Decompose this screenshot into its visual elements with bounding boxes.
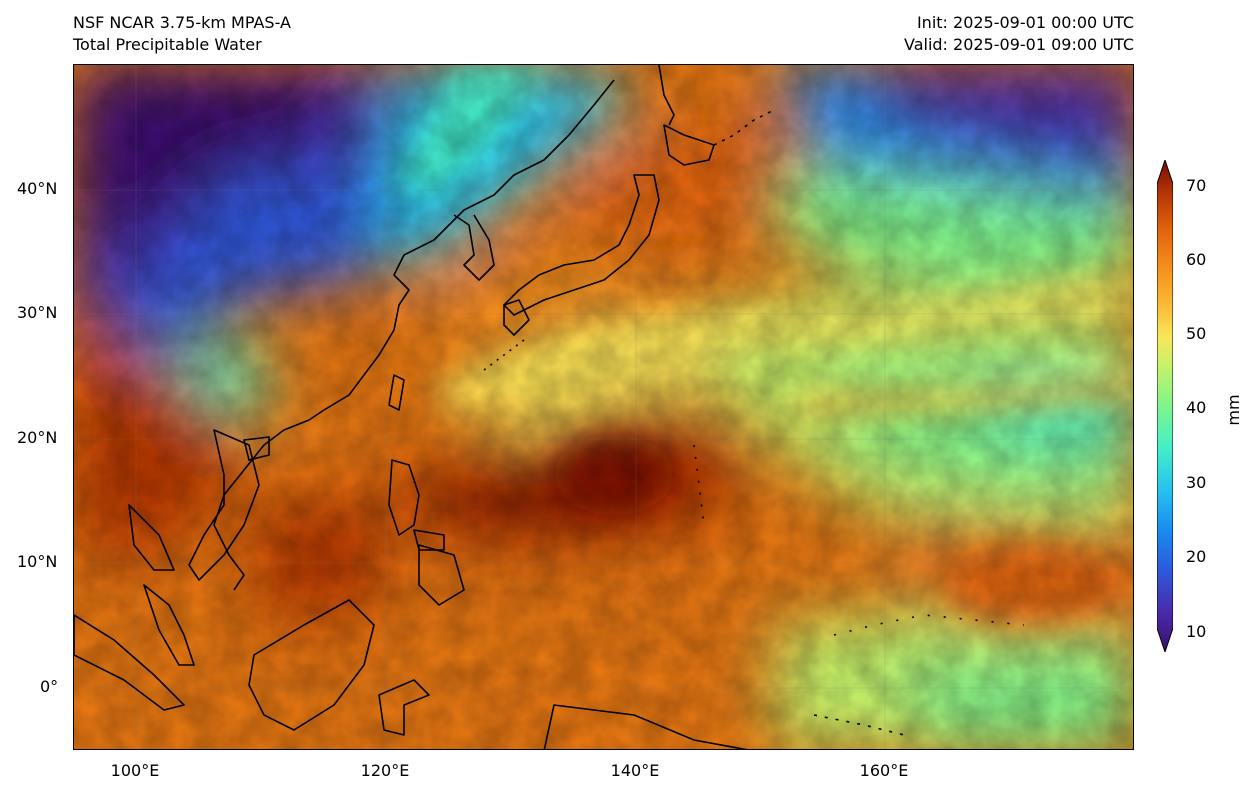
tpw-map: [73, 64, 1134, 750]
cbar-tick-60: 60: [1186, 250, 1207, 269]
coast-solomons: [813, 714, 905, 736]
coast-marianas: [693, 444, 705, 526]
colorbar: [1157, 160, 1173, 652]
cbar-tick-50: 50: [1186, 324, 1207, 343]
coast-korea: [453, 214, 495, 281]
coast-hokkaido: [663, 124, 715, 166]
coast-kyushu: [503, 299, 530, 336]
x-tick-160e: 160°E: [859, 761, 909, 780]
init-time: Init: 2025-09-01 00:00 UTC: [916, 13, 1134, 32]
coast-thailand: [128, 504, 175, 571]
coast-new-guinea: [543, 704, 748, 749]
y-tick-10n: 10°N: [17, 552, 58, 571]
cbar-tick-20: 20: [1186, 547, 1207, 566]
valid-time: Valid: 2025-09-01 09:00 UTC: [903, 35, 1134, 54]
coast-kurils: [713, 109, 775, 146]
coast-sumatra: [74, 614, 185, 711]
y-tick-20n: 20°N: [17, 428, 58, 447]
coast-sakhalin: [658, 65, 675, 126]
colorbar-label: mm: [1224, 394, 1244, 426]
coast-ryukyu: [483, 339, 525, 371]
y-tick-0: 0°: [40, 677, 59, 696]
coast-japan-honshu: [503, 174, 660, 316]
coast-sulawesi: [378, 679, 430, 736]
coast-malaya: [143, 584, 195, 666]
coast-taiwan: [388, 374, 405, 411]
coast-luzon: [388, 459, 420, 536]
coast-china: [213, 79, 615, 591]
coast-visayas: [413, 529, 445, 551]
map-canvas: [74, 65, 1133, 749]
coast-vietnam: [188, 429, 260, 581]
x-tick-120e: 120°E: [360, 761, 410, 780]
x-tick-100e: 100°E: [110, 761, 160, 780]
y-tick-40n: 40°N: [17, 179, 58, 198]
model-title: NSF NCAR 3.75-km MPAS-A: [73, 13, 291, 32]
coastlines: [74, 65, 1025, 749]
cbar-tick-70: 70: [1186, 176, 1207, 195]
coast-hainan: [243, 436, 270, 461]
cbar-tick-10: 10: [1186, 622, 1207, 641]
coast-borneo: [248, 599, 375, 731]
cbar-tick-30: 30: [1186, 473, 1207, 492]
y-tick-30n: 30°N: [17, 303, 58, 322]
texture: [74, 65, 1133, 749]
x-tick-140e: 140°E: [610, 761, 660, 780]
field-title: Total Precipitable Water: [73, 35, 262, 54]
cbar-tick-40: 40: [1186, 398, 1207, 417]
coast-mindanao: [418, 544, 465, 606]
